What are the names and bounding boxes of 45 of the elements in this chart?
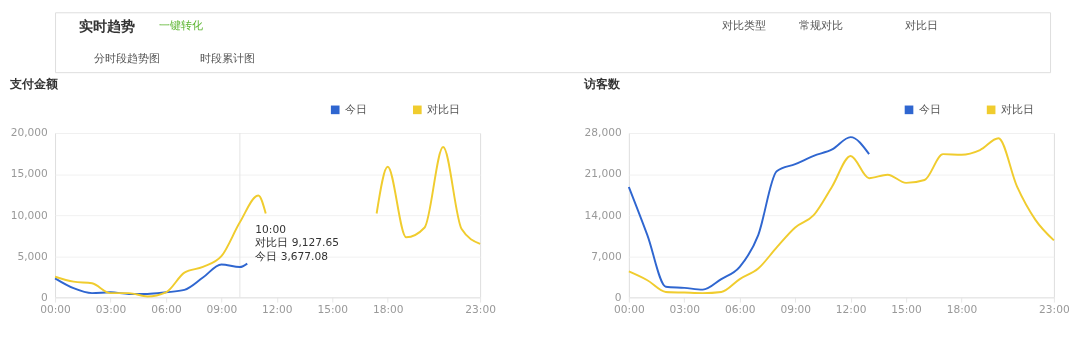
y-tick-label: 28,000: [584, 126, 622, 140]
text: 对比类型: [721, 18, 766, 32]
x-tick-label: 00:00: [40, 303, 72, 317]
annotation: 今日 3,677.08: [255, 249, 329, 263]
y-tick-label: 10,000: [10, 208, 49, 222]
x-tick-label: 15:00: [317, 303, 349, 317]
x-tick-label: 12:00: [835, 303, 867, 317]
y-tick-label: 7,000: [591, 249, 622, 263]
x-tick-label: 12:00: [262, 303, 293, 317]
text: 常规对比: [798, 18, 843, 32]
text: 实时趋势: [79, 17, 136, 34]
y-tick-label: 0: [614, 290, 622, 304]
legend-label: 对比日: [1000, 102, 1034, 116]
text: 分时段趋势图: [93, 51, 160, 65]
x-tick-label: 06:00: [151, 303, 182, 317]
x-tick-label: 23:00: [1039, 303, 1070, 317]
x-tick-label: 15:00: [891, 303, 923, 317]
line-series: [54, 262, 249, 295]
legend-label: 今日: [918, 102, 941, 116]
x-tick-label: 23:00: [465, 303, 497, 317]
x-tick-label: 09:00: [206, 303, 238, 317]
x-tick-label: 18:00: [372, 303, 404, 317]
text: 时段累计图: [199, 51, 255, 65]
x-tick-label: 03:00: [669, 303, 701, 317]
annotation: 对比日 9,127.65: [255, 236, 339, 250]
x-tick-label: 03:00: [95, 303, 127, 317]
chart-title: 支付金额: [9, 76, 60, 91]
line-series: [627, 136, 871, 291]
x-tick-label: 18:00: [946, 303, 978, 317]
chart-title: 访客数: [582, 76, 621, 91]
x-tick-label: 06:00: [724, 303, 756, 317]
y-tick-label: 21,000: [584, 167, 622, 181]
y-tick-label: 15,000: [10, 167, 49, 181]
line-series: [627, 137, 1055, 295]
y-tick-label: 14,000: [584, 208, 622, 222]
y-tick-label: 5,000: [17, 249, 49, 263]
annotation: 10:00: [255, 222, 287, 236]
x-tick-label: 09:00: [780, 303, 812, 317]
legend-label: 今日: [344, 102, 367, 116]
x-tick-label: 00:00: [614, 303, 645, 317]
legend-label: 对比日: [426, 102, 460, 116]
y-tick-label: 20,000: [10, 126, 49, 140]
text: 对比日: [905, 18, 939, 32]
y-tick-label: 0: [41, 290, 49, 304]
text: 一键转化: [159, 18, 204, 32]
